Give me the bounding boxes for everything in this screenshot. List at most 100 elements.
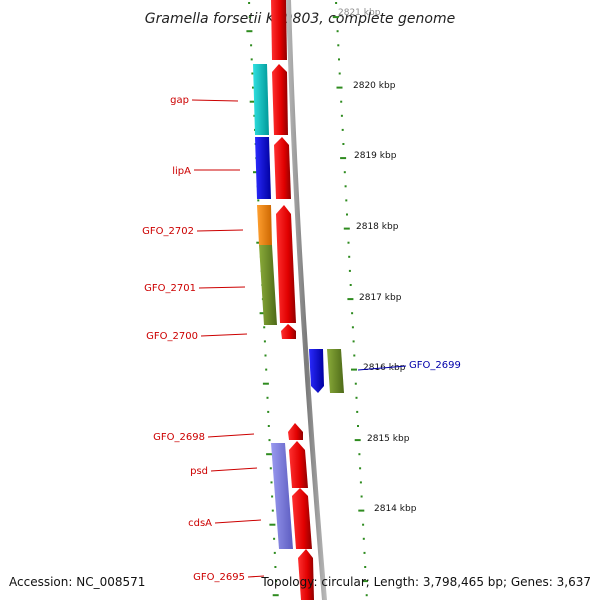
kbp-label: 2819 kbp <box>354 151 397 161</box>
minor-tick <box>252 86 254 89</box>
gene-label-psd[interactable]: psd <box>190 466 208 477</box>
minor-tick <box>360 495 363 498</box>
gene-label-cdsA[interactable]: cdsA <box>188 518 212 529</box>
minor-tick <box>271 509 274 512</box>
gene-arrow-top[interactable] <box>271 0 287 60</box>
major-tick <box>332 16 339 19</box>
leader-line <box>247 575 265 578</box>
major-tick <box>347 298 354 301</box>
gene-arrow-psd[interactable] <box>289 441 308 488</box>
major-tick <box>336 86 343 89</box>
minor-tick <box>250 44 253 47</box>
minor-tick <box>270 481 273 484</box>
feature-lipA[interactable] <box>255 137 271 199</box>
minor-tick <box>257 199 260 202</box>
gene-arrow-GFO_2698[interactable] <box>288 423 303 440</box>
minor-tick <box>342 143 345 145</box>
kbp-label: 2814 kbp <box>374 504 417 514</box>
gene-arrow-GFO_2700[interactable] <box>281 324 296 339</box>
minor-tick <box>248 2 251 4</box>
minor-tick <box>248 16 251 19</box>
gene-label-GFO_2700[interactable]: GFO_2700 <box>146 331 198 342</box>
minor-tick <box>341 128 344 131</box>
leader-line <box>214 519 262 524</box>
gene-arrow-GFO_2695[interactable] <box>298 549 314 600</box>
major-tick <box>362 580 368 583</box>
minor-tick <box>362 523 365 526</box>
gene-arrow-GFO_2702[interactable] <box>276 205 296 323</box>
accession-text: Accession: NC_008571 <box>9 575 145 589</box>
major-tick <box>259 312 266 315</box>
minor-tick <box>269 467 272 470</box>
kbp-label: 2818 kbp <box>356 222 399 232</box>
minor-tick <box>356 410 359 413</box>
gene-label-GFO_2695[interactable]: GFO_2695 <box>193 572 245 583</box>
minor-tick <box>273 551 276 554</box>
minor-tick <box>338 72 341 75</box>
minor-tick <box>340 114 343 117</box>
major-tick <box>340 157 347 160</box>
major-tick <box>272 594 279 597</box>
minor-tick <box>273 537 276 540</box>
genome-title: Gramella forsetii KT0803, complete genom… <box>145 11 455 27</box>
minor-tick <box>362 537 365 540</box>
minor-tick <box>265 368 268 371</box>
major-tick <box>249 100 256 103</box>
minor-tick <box>253 114 256 117</box>
major-tick <box>246 30 253 33</box>
gene-label-GFO_2698[interactable]: GFO_2698 <box>153 432 205 443</box>
minor-tick <box>263 340 266 343</box>
leader-line <box>207 433 255 438</box>
minor-tick <box>345 199 348 202</box>
minor-tick <box>359 481 362 484</box>
left-tick-track <box>246 2 279 597</box>
minor-tick <box>349 284 352 286</box>
major-tick <box>354 439 361 442</box>
gene-label-GFO_2699[interactable]: GFO_2699 <box>409 360 461 371</box>
gene-labels[interactable]: gap lipA GFO_2702 GFO_2701 GFO_2700 GFO_… <box>142 95 461 583</box>
feature-GFO_2699-blue[interactable] <box>309 349 324 393</box>
forward-strand-genes[interactable] <box>271 0 314 600</box>
major-tick <box>343 227 350 230</box>
feature-psd[interactable] <box>271 443 293 549</box>
minor-tick <box>250 58 253 61</box>
major-tick <box>358 509 365 512</box>
minor-tick <box>354 382 357 385</box>
kbp-label: 2817 kbp <box>359 293 402 303</box>
feature-GFO_2699-olive[interactable] <box>327 349 344 393</box>
feature-GFO_2701[interactable] <box>259 245 277 325</box>
gene-label-gap[interactable]: gap <box>170 95 189 106</box>
minor-tick <box>347 241 350 244</box>
minor-tick <box>263 326 266 329</box>
gene-label-GFO_2701[interactable]: GFO_2701 <box>144 283 196 294</box>
reverse-strand-features[interactable] <box>309 349 344 393</box>
feature-GFO_2702[interactable] <box>257 205 272 245</box>
minor-tick <box>364 566 367 568</box>
minor-tick <box>355 396 358 399</box>
minor-tick <box>344 185 347 188</box>
right-tick-track <box>332 2 368 597</box>
feature-gap[interactable] <box>253 64 269 135</box>
gene-arrow-cdsA[interactable] <box>292 488 312 549</box>
minor-tick <box>336 30 339 33</box>
minor-tick <box>348 255 351 258</box>
minor-tick <box>274 566 277 568</box>
minor-tick <box>337 44 340 47</box>
minor-tick <box>267 410 270 413</box>
gene-label-GFO_2702[interactable]: GFO_2702 <box>142 226 194 237</box>
gene-arrow-lipA[interactable] <box>274 137 291 199</box>
minor-tick <box>275 580 278 583</box>
kbp-scale: 2821 kbp 2820 kbp 2819 kbp 2818 kbp 2817… <box>338 8 417 514</box>
minor-tick <box>359 467 362 470</box>
gene-label-lipA[interactable]: lipA <box>172 166 191 177</box>
minor-tick <box>268 439 271 442</box>
leader-line <box>210 467 258 472</box>
leader-line <box>357 365 407 371</box>
kbp-label: 2820 kbp <box>353 81 396 91</box>
left-track-features[interactable] <box>253 64 293 549</box>
gene-arrow-gap[interactable] <box>272 64 288 135</box>
major-tick <box>351 368 357 371</box>
kbp-label: 2815 kbp <box>367 434 410 444</box>
minor-tick <box>264 354 267 357</box>
